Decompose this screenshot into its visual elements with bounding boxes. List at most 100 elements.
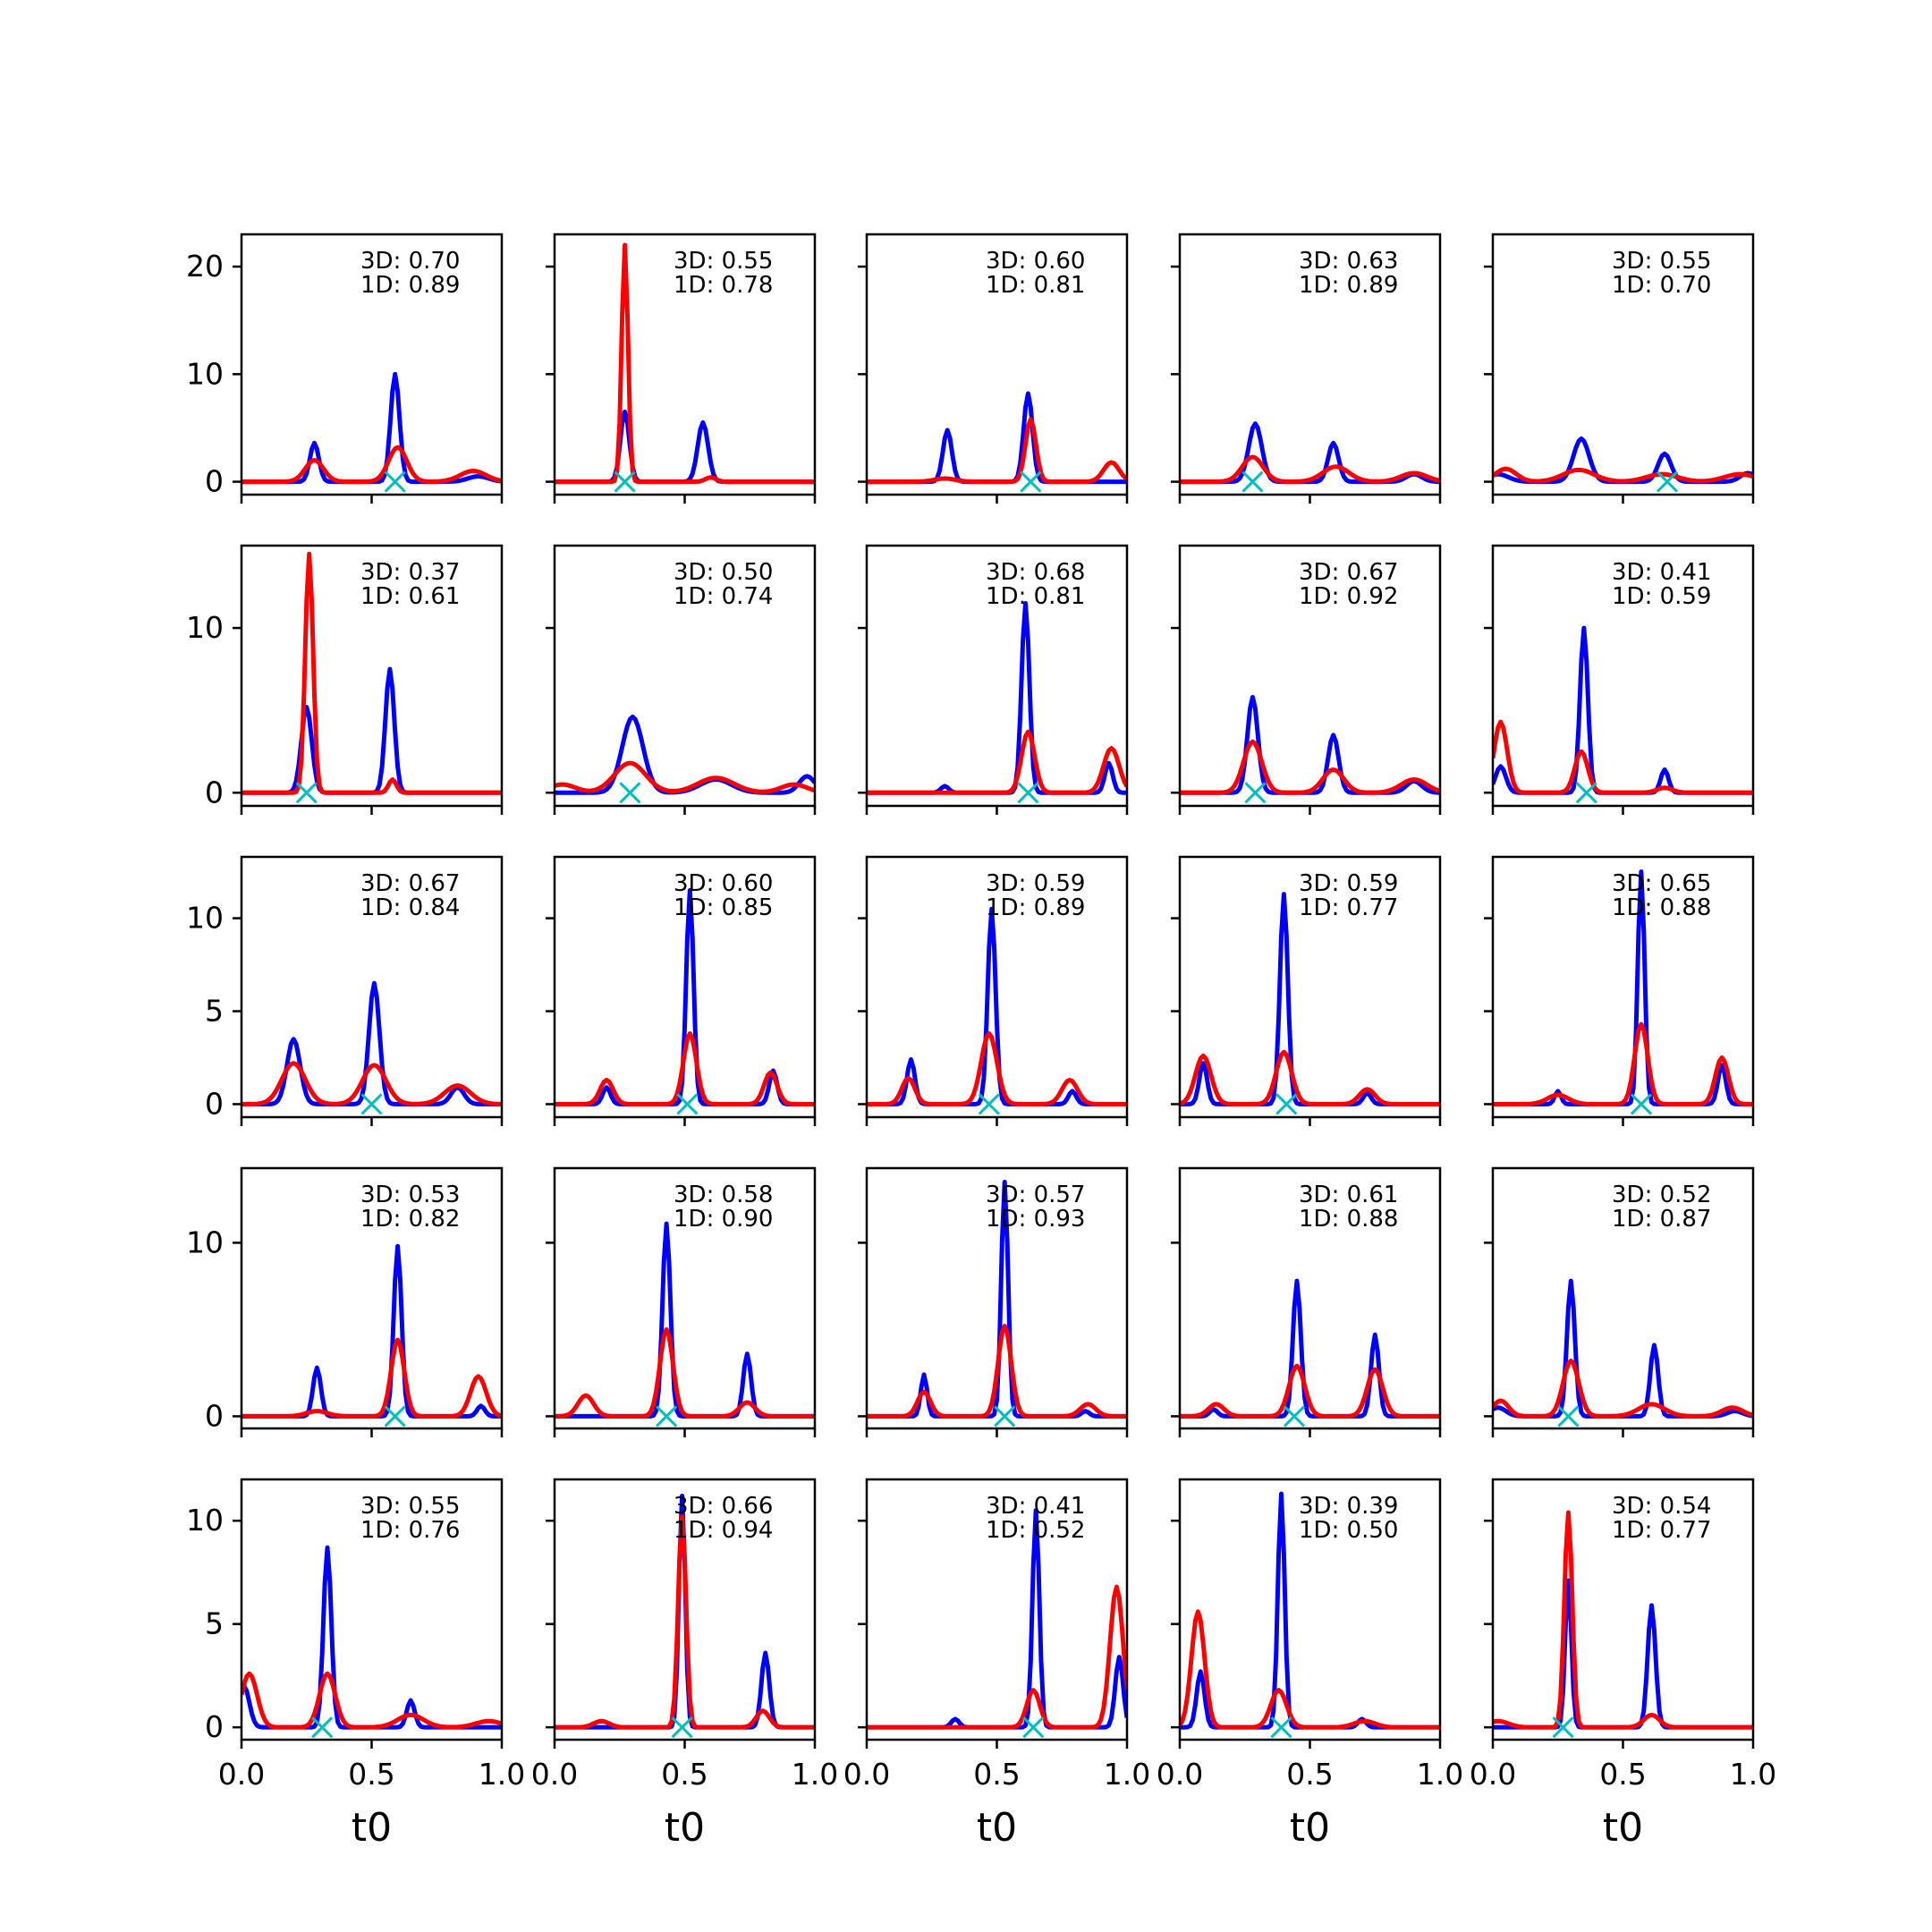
plot-area xyxy=(867,1180,1127,1428)
blue-series-line xyxy=(1180,892,1440,1106)
score-1d-label: 1D: 0.59 xyxy=(1612,583,1711,610)
x-tick-label: 1.0 xyxy=(479,1757,525,1792)
x-tick-label: 1.0 xyxy=(1417,1757,1463,1792)
blue-series-line xyxy=(1180,694,1440,795)
y-tick-label: 0 xyxy=(205,775,224,809)
plot-area xyxy=(1493,625,1753,804)
x-tick-label: 0.5 xyxy=(1599,1757,1646,1792)
blue-series-line xyxy=(555,1221,815,1419)
peak-marker xyxy=(676,1093,699,1115)
peak-marker xyxy=(614,470,636,493)
plot-area xyxy=(242,1243,502,1428)
red-series-line xyxy=(242,551,502,795)
red-series-line xyxy=(242,1671,502,1730)
score-1d-label: 1D: 0.88 xyxy=(1612,894,1711,921)
score-1d-label: 1D: 0.81 xyxy=(986,272,1085,299)
plot-area xyxy=(1180,694,1440,804)
blue-series-line xyxy=(1493,436,1753,485)
score-1d-label: 1D: 0.88 xyxy=(1299,1206,1398,1233)
score-3d-label: 3D: 0.60 xyxy=(674,870,773,897)
peak-marker xyxy=(360,1093,383,1115)
x-axis-label: t0 xyxy=(1603,1805,1643,1851)
score-3d-label: 3D: 0.50 xyxy=(674,559,773,586)
plot-area xyxy=(555,887,815,1115)
score-3d-label: 3D: 0.59 xyxy=(986,870,1085,897)
x-tick-label: 0.0 xyxy=(1157,1757,1203,1792)
y-tick-label: 10 xyxy=(186,901,224,936)
x-tick-label: 0.5 xyxy=(973,1757,1020,1792)
score-1d-label: 1D: 0.77 xyxy=(1612,1517,1711,1544)
x-tick-label: 1.0 xyxy=(1104,1757,1150,1792)
peak-marker xyxy=(311,1716,334,1739)
plot-area xyxy=(1180,1278,1440,1428)
score-1d-label: 1D: 0.78 xyxy=(674,272,773,299)
plot-area xyxy=(555,242,815,493)
score-1d-label: 1D: 0.90 xyxy=(674,1206,773,1233)
score-3d-label: 3D: 0.63 xyxy=(1299,248,1398,275)
plot-area xyxy=(1180,421,1440,493)
y-tick-label: 0 xyxy=(205,1709,224,1744)
score-1d-label: 1D: 0.61 xyxy=(360,583,460,610)
x-axis-label: t0 xyxy=(665,1805,705,1851)
red-series-line xyxy=(555,1030,815,1106)
blue-series-line xyxy=(555,715,815,795)
y-tick-label: 0 xyxy=(205,1086,224,1121)
y-tick-label: 0 xyxy=(205,464,224,499)
red-series-line xyxy=(1493,466,1753,484)
score-1d-label: 1D: 0.77 xyxy=(1299,894,1398,921)
score-1d-label: 1D: 0.85 xyxy=(674,894,773,921)
score-1d-label: 1D: 0.84 xyxy=(360,894,460,921)
score-3d-label: 3D: 0.66 xyxy=(674,1493,773,1520)
peak-marker xyxy=(1020,470,1042,493)
blue-series-line xyxy=(1180,421,1440,485)
y-tick-label: 20 xyxy=(186,249,224,284)
blue-series-line xyxy=(867,600,1127,795)
y-tick-label: 10 xyxy=(186,1503,224,1538)
y-tick-label: 10 xyxy=(186,1224,224,1259)
score-3d-label: 3D: 0.68 xyxy=(986,559,1085,586)
red-series-line xyxy=(555,242,815,485)
score-1d-label: 1D: 0.74 xyxy=(674,583,773,610)
score-1d-label: 1D: 0.70 xyxy=(1612,272,1711,299)
score-3d-label: 3D: 0.58 xyxy=(674,1182,773,1208)
score-1d-label: 1D: 0.89 xyxy=(1299,272,1398,299)
x-tick-label: 1.0 xyxy=(1730,1757,1776,1792)
plot-area xyxy=(242,1545,502,1739)
plot-area xyxy=(867,906,1127,1115)
score-3d-label: 3D: 0.55 xyxy=(1612,248,1711,275)
peak-marker xyxy=(384,470,406,493)
score-3d-label: 3D: 0.57 xyxy=(986,1182,1085,1208)
score-1d-label: 1D: 0.87 xyxy=(1612,1206,1711,1233)
red-series-line xyxy=(555,1514,815,1730)
x-axis-label: t0 xyxy=(977,1805,1017,1851)
red-series-line xyxy=(1493,1358,1753,1419)
x-tick-label: 0.0 xyxy=(531,1757,578,1792)
red-series-line xyxy=(1180,454,1440,485)
peak-marker xyxy=(1557,1405,1580,1428)
plot-area xyxy=(1493,436,1753,493)
plot-area xyxy=(555,715,815,804)
blue-series-line xyxy=(867,906,1127,1106)
blue-series-line xyxy=(242,666,502,795)
score-3d-label: 3D: 0.37 xyxy=(360,559,460,586)
red-series-line xyxy=(1493,1021,1753,1106)
plot-area xyxy=(1180,1491,1440,1739)
peak-marker xyxy=(671,1716,693,1739)
x-tick-label: 0.0 xyxy=(843,1757,890,1792)
red-series-line xyxy=(1180,739,1440,795)
